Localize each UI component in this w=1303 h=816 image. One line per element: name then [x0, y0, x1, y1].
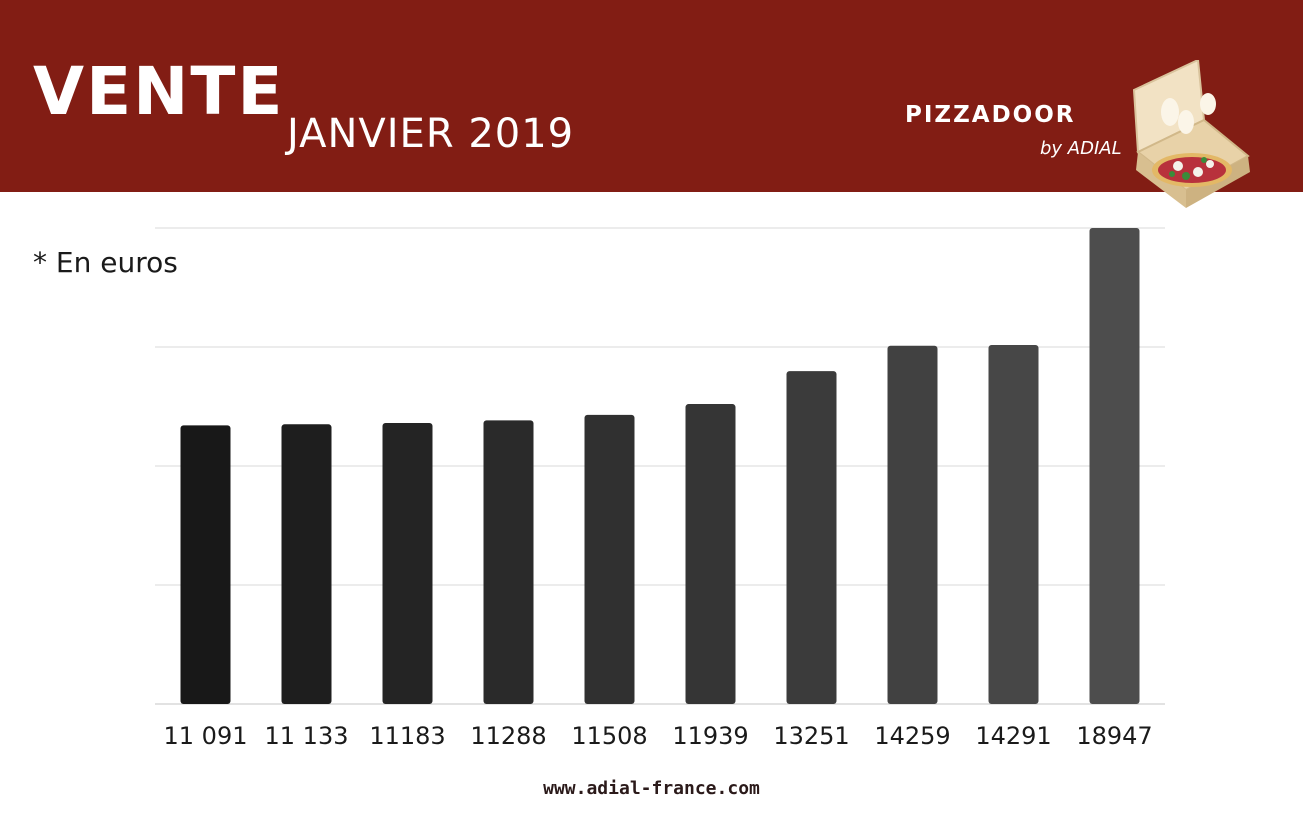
category-label-1: 11 091 — [164, 722, 248, 750]
category-label-4: 11288 — [470, 722, 546, 750]
sales-bar-chart: 11 091 11 133 11183 11288 11508 11939 13251 142… — [155, 227, 1165, 750]
bar-7 — [786, 371, 837, 704]
footer-url: www.adial-france.com — [543, 778, 760, 799]
category-label-2: 11 133 — [265, 722, 349, 750]
page-title: VENTE — [33, 53, 285, 130]
chart-bars — [180, 228, 1140, 704]
category-label-9: 14291 — [975, 722, 1051, 750]
currency-note: * En euros — [33, 246, 178, 279]
category-label-7: 13251 — [773, 722, 849, 750]
category-label-5: 11508 — [571, 722, 647, 750]
bar-2 — [281, 424, 332, 704]
header-banner — [0, 0, 1303, 192]
brand-logo-text: PIZZADOOR — [905, 102, 1076, 128]
bar-3 — [382, 423, 433, 704]
category-label-6: 11939 — [672, 722, 748, 750]
category-label-8: 14259 — [874, 722, 950, 750]
brand-logo-subtext: by ADIAL — [1040, 138, 1122, 159]
bar-10 — [1089, 228, 1140, 704]
bar-5 — [584, 414, 635, 704]
brand-logo: PIZZADOOR by ADIAL — [900, 60, 1260, 210]
category-label-3: 11183 — [369, 722, 445, 750]
bar-9 — [988, 344, 1039, 704]
bar-4 — [483, 420, 534, 704]
category-label-10: 18947 — [1076, 722, 1152, 750]
bar-6 — [685, 404, 736, 704]
bar-8 — [887, 345, 938, 704]
bar-1 — [180, 425, 231, 704]
pizza-box-icon — [1132, 60, 1250, 208]
page-subtitle: JANVIER 2019 — [287, 111, 575, 157]
chart-category-labels: 11 091 11 133 11183 11288 11508 11939 13251 142… — [164, 722, 1153, 750]
